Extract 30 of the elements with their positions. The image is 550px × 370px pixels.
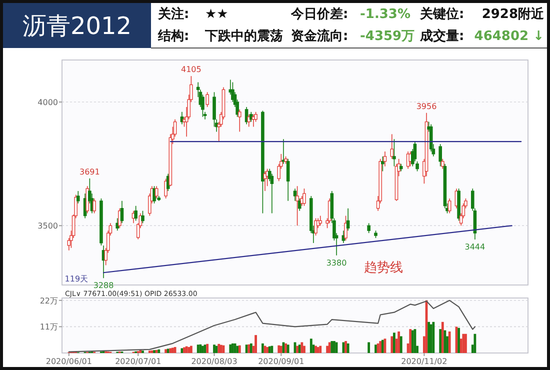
text: 结构: xyxy=(157,29,190,44)
text: 下跌中的震荡 xyxy=(204,28,283,44)
annotation: 4105 xyxy=(181,65,202,74)
text: 资金流向: xyxy=(291,28,348,44)
x-tick-label: 2020/08/03 xyxy=(191,357,238,366)
y-tick-label: 11万 xyxy=(40,322,58,332)
annotation: 3380 xyxy=(326,258,347,268)
x-tick-label: 2020/06/01 xyxy=(46,357,92,366)
annotation: 3691 xyxy=(80,167,100,176)
y-tick-label: 22万 xyxy=(40,296,58,306)
text: 关注: xyxy=(157,6,190,22)
text: -4359万 xyxy=(360,29,415,44)
text: 成交量: xyxy=(419,28,464,44)
annotation: 趋势线 xyxy=(364,260,404,276)
annotation: 3288 xyxy=(93,281,114,290)
y-tick-label: 4000 xyxy=(38,98,58,108)
text: ★★ xyxy=(205,7,228,22)
text: 今日价差: xyxy=(290,7,348,22)
annotation: 3956 xyxy=(416,102,437,111)
x-tick-label: 2020/07/01 xyxy=(115,357,162,366)
text: 关键位: xyxy=(419,6,464,22)
annotation: 119天 xyxy=(64,274,88,284)
y-tick-label: 3500 xyxy=(38,222,58,231)
text: -1.33% xyxy=(360,7,410,22)
text: 464802 ↓ xyxy=(474,29,544,44)
x-tick-label: 2020/11/02 xyxy=(401,357,448,366)
annotation: 3444 xyxy=(464,242,486,252)
text: 沥青2012 xyxy=(22,12,132,40)
text: 2928附近 xyxy=(482,6,545,22)
x-tick-label: 2020/09/01 xyxy=(258,357,304,366)
